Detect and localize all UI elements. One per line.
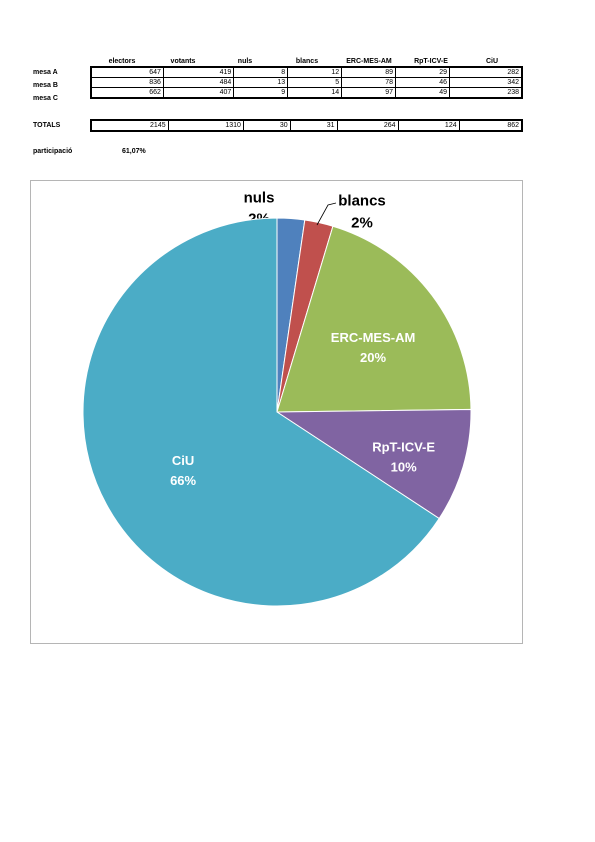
chart-area: nuls2%blancs2%ERC-MES-AM20%RpT-ICV-E10%C… bbox=[30, 180, 523, 644]
row-label-mesa-a: mesa A bbox=[33, 69, 58, 76]
table-row: 2145 1310 30 31 264 124 862 bbox=[90, 119, 523, 132]
table-cell: 5 bbox=[287, 77, 343, 88]
pie-slice-erc-mes-am bbox=[276, 225, 472, 413]
row-label-totals: TOTALS bbox=[33, 122, 61, 129]
participation-value: 61,07% bbox=[122, 148, 146, 155]
table-cell: 282 bbox=[449, 66, 523, 78]
slice-percent-label: 10% bbox=[391, 459, 417, 474]
leader-line bbox=[316, 202, 337, 226]
table-cell: 12 bbox=[287, 66, 343, 78]
col-header-blancs: blancs bbox=[295, 58, 319, 65]
table-cell: 862 bbox=[458, 119, 523, 132]
table-cell: 2145 bbox=[90, 119, 169, 132]
col-header-votants: votants bbox=[170, 58, 196, 65]
table-cell: 647 bbox=[90, 66, 164, 78]
table-cell: 97 bbox=[341, 87, 397, 99]
table-cell: 30 bbox=[242, 119, 291, 132]
table-cell: 78 bbox=[341, 77, 397, 88]
table-cell: 89 bbox=[341, 66, 397, 78]
slice-label: blancs bbox=[338, 193, 386, 210]
table-cell: 407 bbox=[162, 87, 235, 99]
col-header-ciu: CiU bbox=[485, 58, 499, 65]
table-cell: 342 bbox=[449, 77, 523, 88]
table-row: 647 419 8 12 89 29 282 bbox=[90, 66, 523, 78]
table-cell: 238 bbox=[449, 87, 523, 99]
table-cell: 9 bbox=[233, 87, 289, 99]
table-cell: 8 bbox=[233, 66, 289, 78]
table-cell: 46 bbox=[395, 77, 451, 88]
slice-percent-label: 2% bbox=[351, 215, 373, 232]
table-cell: 264 bbox=[336, 119, 399, 132]
table-cell: 124 bbox=[397, 119, 460, 132]
table-cell: 29 bbox=[395, 66, 451, 78]
table-cell: 1310 bbox=[167, 119, 244, 132]
slice-label: ERC-MES-AM bbox=[331, 330, 416, 345]
table-cell: 419 bbox=[162, 66, 235, 78]
col-header-rpt: RpT-ICV-E bbox=[414, 58, 448, 65]
table-cell: 484 bbox=[162, 77, 235, 88]
table-cell: 662 bbox=[90, 87, 164, 99]
table-cell: 836 bbox=[90, 77, 164, 88]
table-cell: 14 bbox=[287, 87, 343, 99]
pie-chart: nuls2%blancs2%ERC-MES-AM20%RpT-ICV-E10%C… bbox=[82, 190, 472, 607]
col-header-electors: electors bbox=[108, 58, 136, 65]
table-row: 662 407 9 14 97 49 238 bbox=[90, 87, 523, 99]
slice-label: RpT-ICV-E bbox=[372, 439, 435, 454]
row-label-mesa-b: mesa B bbox=[33, 82, 58, 89]
row-label-mesa-c: mesa C bbox=[33, 95, 58, 102]
totals-table: 2145 1310 30 31 264 124 862 bbox=[90, 119, 523, 132]
participation-label: participació bbox=[33, 148, 73, 155]
col-header-erc: ERC-MES-AM bbox=[346, 58, 392, 65]
slice-percent-label: 66% bbox=[170, 473, 196, 488]
col-header-nuls: nuls bbox=[237, 58, 253, 65]
results-table: 647 419 8 12 89 29 282 836 484 13 5 78 4… bbox=[90, 66, 523, 99]
table-row: 836 484 13 5 78 46 342 bbox=[90, 77, 523, 88]
slice-label: nuls bbox=[244, 190, 275, 207]
slice-percent-label: 20% bbox=[360, 350, 386, 365]
pie-slice-ciu bbox=[82, 217, 440, 607]
table-cell: 13 bbox=[233, 77, 289, 88]
slice-label: CiU bbox=[172, 453, 194, 468]
table-cell: 49 bbox=[395, 87, 451, 99]
pie-slice-rpt-icv-e bbox=[275, 408, 472, 520]
table-cell: 31 bbox=[289, 119, 338, 132]
